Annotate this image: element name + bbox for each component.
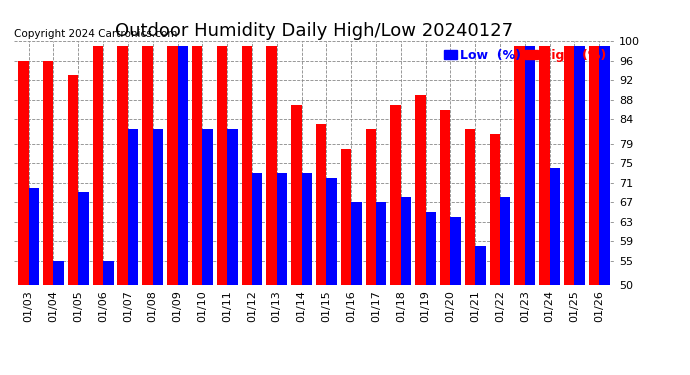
Bar bbox=[599, 46, 610, 285]
Title: Outdoor Humidity Daily High/Low 20240127: Outdoor Humidity Daily High/Low 20240127 bbox=[115, 22, 513, 40]
Bar bbox=[525, 46, 535, 285]
Bar bbox=[539, 46, 550, 285]
Bar bbox=[266, 46, 277, 285]
Bar bbox=[167, 46, 177, 285]
Bar bbox=[29, 188, 39, 285]
Bar bbox=[277, 173, 287, 285]
Bar bbox=[574, 46, 585, 285]
Bar bbox=[227, 129, 237, 285]
Bar bbox=[128, 129, 138, 285]
Bar bbox=[366, 129, 376, 285]
Text: Copyright 2024 Cartronics.com: Copyright 2024 Cartronics.com bbox=[14, 29, 177, 39]
Bar bbox=[252, 173, 262, 285]
Bar bbox=[152, 129, 163, 285]
Bar bbox=[202, 129, 213, 285]
Bar bbox=[451, 217, 461, 285]
Bar bbox=[316, 124, 326, 285]
Bar bbox=[68, 75, 78, 285]
Bar bbox=[500, 197, 511, 285]
Bar bbox=[341, 148, 351, 285]
Bar bbox=[589, 46, 599, 285]
Bar bbox=[401, 197, 411, 285]
Bar bbox=[291, 105, 302, 285]
Bar bbox=[78, 192, 89, 285]
Bar bbox=[117, 46, 128, 285]
Bar bbox=[391, 105, 401, 285]
Bar bbox=[351, 202, 362, 285]
Bar bbox=[426, 212, 436, 285]
Bar bbox=[302, 173, 312, 285]
Bar bbox=[241, 46, 252, 285]
Bar bbox=[192, 46, 202, 285]
Bar bbox=[440, 110, 451, 285]
Bar bbox=[564, 46, 574, 285]
Bar bbox=[550, 168, 560, 285]
Bar bbox=[465, 129, 475, 285]
Bar bbox=[103, 261, 114, 285]
Bar bbox=[142, 46, 152, 285]
Bar bbox=[177, 46, 188, 285]
Bar bbox=[217, 46, 227, 285]
Bar bbox=[326, 178, 337, 285]
Bar bbox=[514, 46, 525, 285]
Legend: Low  (%), High  (%): Low (%), High (%) bbox=[443, 48, 608, 63]
Bar bbox=[92, 46, 103, 285]
Bar bbox=[475, 246, 486, 285]
Bar bbox=[376, 202, 386, 285]
Bar bbox=[415, 95, 426, 285]
Bar bbox=[54, 261, 64, 285]
Bar bbox=[490, 134, 500, 285]
Bar bbox=[18, 61, 29, 285]
Bar bbox=[43, 61, 54, 285]
